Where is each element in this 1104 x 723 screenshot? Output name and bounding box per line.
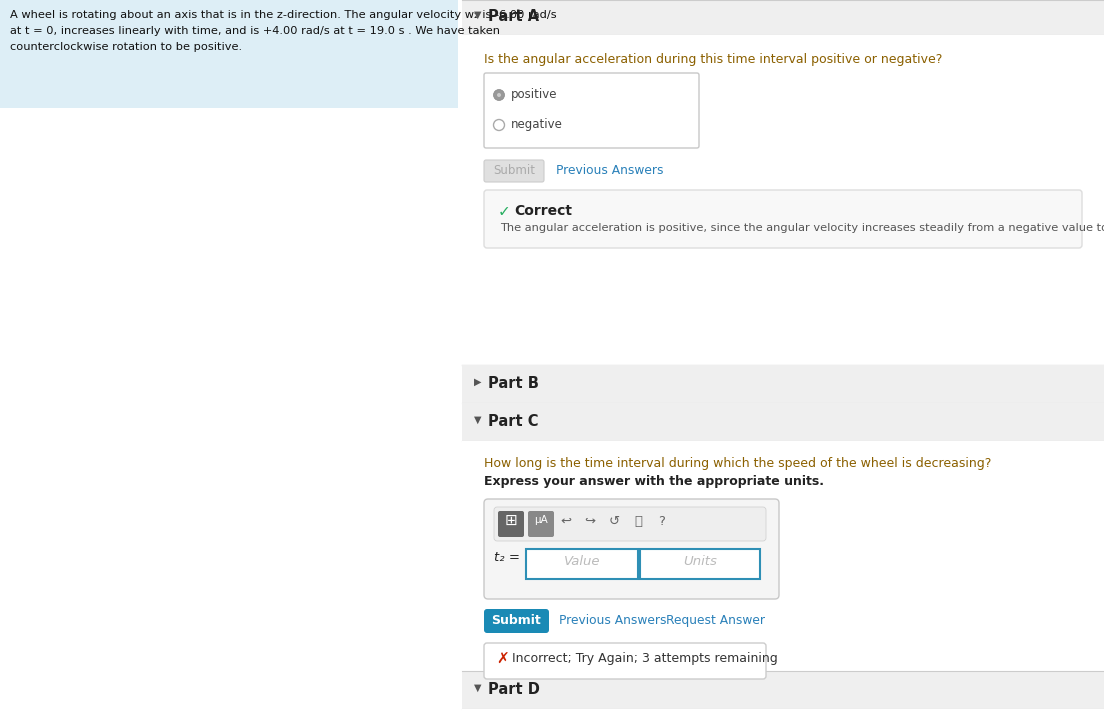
Text: ↩: ↩ xyxy=(561,515,572,528)
FancyBboxPatch shape xyxy=(484,190,1082,248)
Text: positive: positive xyxy=(511,88,558,101)
Text: counterclockwise rotation to be positive.: counterclockwise rotation to be positive… xyxy=(10,42,242,52)
FancyBboxPatch shape xyxy=(484,160,544,182)
Bar xyxy=(461,35,1104,365)
Text: Previous Answers: Previous Answers xyxy=(559,614,667,627)
FancyBboxPatch shape xyxy=(484,609,549,633)
Text: ▼: ▼ xyxy=(474,415,481,425)
Text: Express your answer with the appropriate units.: Express your answer with the appropriate… xyxy=(484,475,824,488)
Text: Is the angular acceleration during this time interval positive or negative?: Is the angular acceleration during this … xyxy=(484,53,943,66)
Text: ⊞: ⊞ xyxy=(505,513,518,528)
FancyBboxPatch shape xyxy=(498,511,524,537)
Text: ▼: ▼ xyxy=(474,10,481,20)
Text: Value: Value xyxy=(564,555,601,568)
Text: Part B: Part B xyxy=(488,376,539,391)
Text: negative: negative xyxy=(511,118,563,131)
FancyBboxPatch shape xyxy=(484,643,766,679)
Bar xyxy=(461,0,1104,723)
Text: ▼: ▼ xyxy=(474,683,481,693)
Circle shape xyxy=(497,93,501,97)
Text: at t = 0, increases linearly with time, and is +4.00 rad/s at t = 19.0 s . We ha: at t = 0, increases linearly with time, … xyxy=(10,26,500,36)
Bar xyxy=(461,441,1104,671)
Text: A wheel is rotating about an axis that is in the z-direction. The angular veloci: A wheel is rotating about an axis that i… xyxy=(10,10,556,20)
Bar xyxy=(461,365,1104,403)
Text: Part D: Part D xyxy=(488,682,540,697)
Bar xyxy=(461,0,1104,35)
Bar xyxy=(461,403,1104,441)
Text: t₂ =: t₂ = xyxy=(493,551,520,564)
Text: The angular acceleration is positive, since the angular velocity increases stead: The angular acceleration is positive, si… xyxy=(500,223,1104,233)
Text: ✓: ✓ xyxy=(498,204,511,219)
Text: ?: ? xyxy=(659,515,666,528)
Circle shape xyxy=(493,119,505,130)
Text: ↺: ↺ xyxy=(608,515,619,528)
Text: ↪: ↪ xyxy=(584,515,595,528)
Text: Request Answer: Request Answer xyxy=(666,614,765,627)
Text: Units: Units xyxy=(683,555,716,568)
FancyBboxPatch shape xyxy=(484,499,779,599)
Text: μA: μA xyxy=(534,515,548,525)
Text: ▶: ▶ xyxy=(474,377,481,387)
FancyBboxPatch shape xyxy=(493,507,766,541)
Text: ⬜: ⬜ xyxy=(634,515,643,528)
Bar xyxy=(461,709,1104,723)
Text: Correct: Correct xyxy=(514,204,572,218)
FancyBboxPatch shape xyxy=(484,73,699,148)
Circle shape xyxy=(493,90,505,100)
Text: Incorrect; Try Again; 3 attempts remaining: Incorrect; Try Again; 3 attempts remaini… xyxy=(512,652,777,665)
Text: Part C: Part C xyxy=(488,414,539,429)
Bar xyxy=(526,549,638,579)
Bar xyxy=(461,671,1104,709)
Bar xyxy=(0,0,458,108)
Text: Part A: Part A xyxy=(488,9,539,24)
Bar xyxy=(640,549,760,579)
Text: How long is the time interval during which the speed of the wheel is decreasing?: How long is the time interval during whi… xyxy=(484,457,991,470)
FancyBboxPatch shape xyxy=(528,511,554,537)
Text: ✗: ✗ xyxy=(496,652,509,667)
Text: Previous Answers: Previous Answers xyxy=(556,164,664,177)
Text: Submit: Submit xyxy=(493,164,535,177)
Text: Submit: Submit xyxy=(491,614,541,627)
